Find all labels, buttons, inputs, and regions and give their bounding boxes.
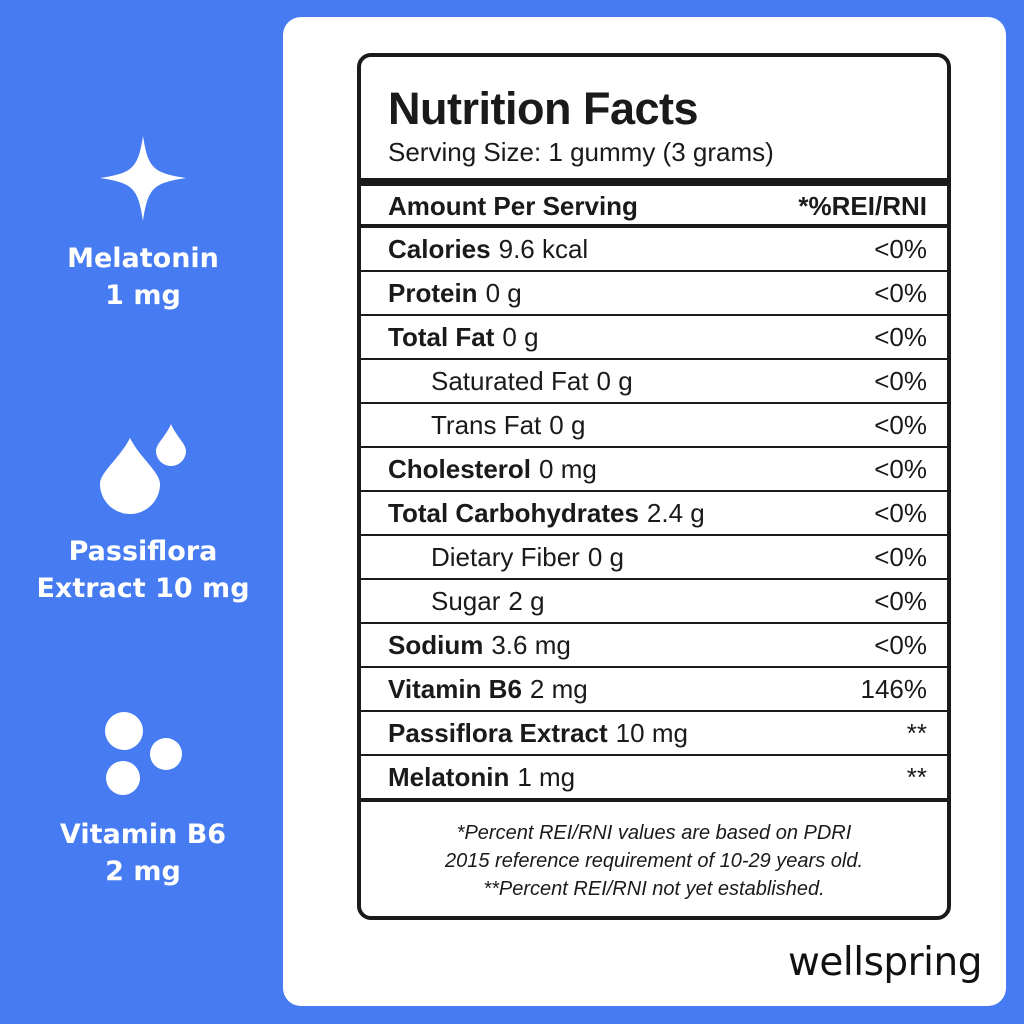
dot-icon bbox=[105, 712, 143, 750]
nutrient-cell: Total Carbohydrates 2.4 g bbox=[388, 498, 705, 529]
nutrient-name: Melatonin bbox=[388, 761, 510, 792]
nutrient-cell: Trans Fat 0 g bbox=[388, 410, 585, 441]
nutrient-percent: 146% bbox=[860, 673, 928, 704]
nutrient-cell: Cholesterol 0 mg bbox=[388, 454, 597, 485]
nutrient-amount: 0 g bbox=[587, 541, 624, 572]
nutrient-name: Trans Fat bbox=[431, 409, 542, 440]
sidebar-item: Vitamin B6 2 mg bbox=[20, 816, 266, 890]
nutrient-row: Total Carbohydrates 2.4 g <0% bbox=[361, 492, 947, 536]
nutrient-amount: 0 g bbox=[549, 409, 586, 440]
rows: Calories 9.6 kcal <0% Protein 0 g <0% Total Fa… bbox=[361, 228, 947, 802]
footnote: *Percent REI/RNI values are based on PDR… bbox=[456, 822, 852, 844]
nutrient-percent: <0% bbox=[874, 365, 927, 396]
sidebar-text: 2 mg bbox=[105, 856, 181, 887]
nutrient-name: Sugar bbox=[431, 585, 501, 616]
nutrient-amount: 0 g bbox=[485, 277, 522, 308]
brand: wellspring bbox=[788, 940, 982, 985]
sidebar-text: Melatonin bbox=[67, 243, 219, 274]
nutrient-amount: 2 g bbox=[508, 585, 545, 616]
nutrient-row: Cholesterol 0 mg <0% bbox=[361, 448, 947, 492]
nutrient-row: Protein 0 g <0% bbox=[361, 272, 947, 316]
nutrient-row: Sugar 2 g <0% bbox=[361, 580, 947, 624]
nutrient-row: Vitamin B6 2 mg 146% bbox=[361, 668, 947, 712]
nutrient-percent: <0% bbox=[874, 585, 927, 616]
nutrient-percent: <0% bbox=[874, 497, 927, 528]
sidebar-text: Vitamin B6 bbox=[59, 819, 227, 850]
nutrient-amount: 9.6 kcal bbox=[498, 233, 589, 264]
footnote: **Percent REI/RNI not yet established. bbox=[483, 878, 825, 900]
sidebar-item: Melatonin 1 mg bbox=[20, 240, 266, 314]
nutrient-name: Total Fat bbox=[388, 321, 495, 352]
divider bbox=[361, 224, 947, 228]
nutrient-row: Melatonin 1 mg ** bbox=[361, 756, 947, 802]
nutrient-name: Sodium bbox=[388, 629, 484, 660]
dot-icon bbox=[150, 738, 182, 770]
sidebar-text: 1 mg bbox=[105, 280, 181, 311]
dot-icon bbox=[106, 761, 140, 795]
nutrient-name: Passiflora Extract bbox=[388, 717, 608, 748]
nutrient-cell: Sugar 2 g bbox=[388, 586, 545, 617]
nutrient-amount: 2 mg bbox=[529, 673, 588, 704]
header-row: Amount Per Serving *%REI/RNI bbox=[388, 186, 927, 226]
sidebar-text: Extract 10 mg bbox=[36, 573, 250, 604]
nutrient-cell: Saturated Fat 0 g bbox=[388, 366, 633, 397]
nutrient-percent: ** bbox=[906, 761, 927, 792]
nutrient-row: Sodium 3.6 mg <0% bbox=[361, 624, 947, 668]
nutrient-percent: <0% bbox=[874, 453, 927, 484]
nutrient-percent: <0% bbox=[874, 277, 927, 308]
nutrient-amount: 2.4 g bbox=[646, 497, 705, 528]
nutrient-percent: <0% bbox=[874, 629, 927, 660]
nutrient-amount: 0 mg bbox=[539, 453, 597, 484]
footnotes: *Percent REI/RNI values are based on PDR… bbox=[361, 819, 947, 903]
nutrient-percent: <0% bbox=[874, 321, 927, 352]
nutrient-cell: Passiflora Extract 10 mg bbox=[388, 718, 688, 749]
nutrient-name: Saturated Fat bbox=[431, 365, 589, 396]
nutrient-cell: Total Fat 0 g bbox=[388, 322, 539, 353]
nutrient-percent: <0% bbox=[874, 541, 927, 572]
sidebar-text: Passiflora bbox=[68, 536, 218, 567]
sidebar-item: Passiflora Extract 10 mg bbox=[20, 533, 266, 607]
drop-icon bbox=[100, 438, 160, 514]
nutrient-percent: ** bbox=[906, 717, 927, 748]
nutrient-name: Total Carbohydrates bbox=[388, 497, 639, 528]
nutrient-cell: Dietary Fiber 0 g bbox=[388, 542, 624, 573]
nutrient-name: Vitamin B6 bbox=[388, 673, 522, 704]
drop-icon bbox=[156, 424, 186, 466]
footnote: 2015 reference requirement of 10-29 year… bbox=[444, 850, 864, 872]
nutrient-cell: Protein 0 g bbox=[388, 278, 522, 309]
nutrient-row: Passiflora Extract 10 mg ** bbox=[361, 712, 947, 756]
nutrient-row: Saturated Fat 0 g <0% bbox=[361, 360, 947, 404]
nutrition-label: Nutrition Facts Serving Size: 1 gummy (3… bbox=[357, 53, 951, 920]
nutrient-amount: 3.6 mg bbox=[491, 629, 571, 660]
nutrient-name: Calories bbox=[388, 233, 491, 264]
nutrient-cell: Melatonin 1 mg bbox=[388, 762, 575, 793]
label-title: Nutrition Facts bbox=[388, 83, 699, 134]
nutrient-cell: Vitamin B6 2 mg bbox=[388, 674, 588, 705]
header-right: *%REI/RNI bbox=[798, 190, 927, 221]
header-left: Amount Per Serving bbox=[388, 190, 638, 221]
nutrient-cell: Calories 9.6 kcal bbox=[388, 234, 588, 265]
nutrient-name: Cholesterol bbox=[388, 453, 532, 484]
nutrient-amount: 0 g bbox=[596, 365, 633, 396]
divider bbox=[361, 178, 947, 186]
nutrient-percent: <0% bbox=[874, 233, 927, 264]
nutrient-row: Trans Fat 0 g <0% bbox=[361, 404, 947, 448]
nutrient-amount: 10 mg bbox=[615, 717, 688, 748]
nutrient-amount: 0 g bbox=[502, 321, 539, 352]
nutrient-row: Dietary Fiber 0 g <0% bbox=[361, 536, 947, 580]
nutrient-name: Dietary Fiber bbox=[431, 541, 580, 572]
nutrient-amount: 1 mg bbox=[517, 761, 576, 792]
nutrient-cell: Sodium 3.6 mg bbox=[388, 630, 571, 661]
sparkle-icon bbox=[100, 136, 186, 221]
nutrient-percent: <0% bbox=[874, 409, 927, 440]
nutrient-row: Total Fat 0 g <0% bbox=[361, 316, 947, 360]
serving-size: Serving Size: 1 gummy (3 grams) bbox=[388, 137, 774, 167]
nutrient-name: Protein bbox=[388, 277, 478, 308]
nutrient-row: Calories 9.6 kcal <0% bbox=[361, 228, 947, 272]
